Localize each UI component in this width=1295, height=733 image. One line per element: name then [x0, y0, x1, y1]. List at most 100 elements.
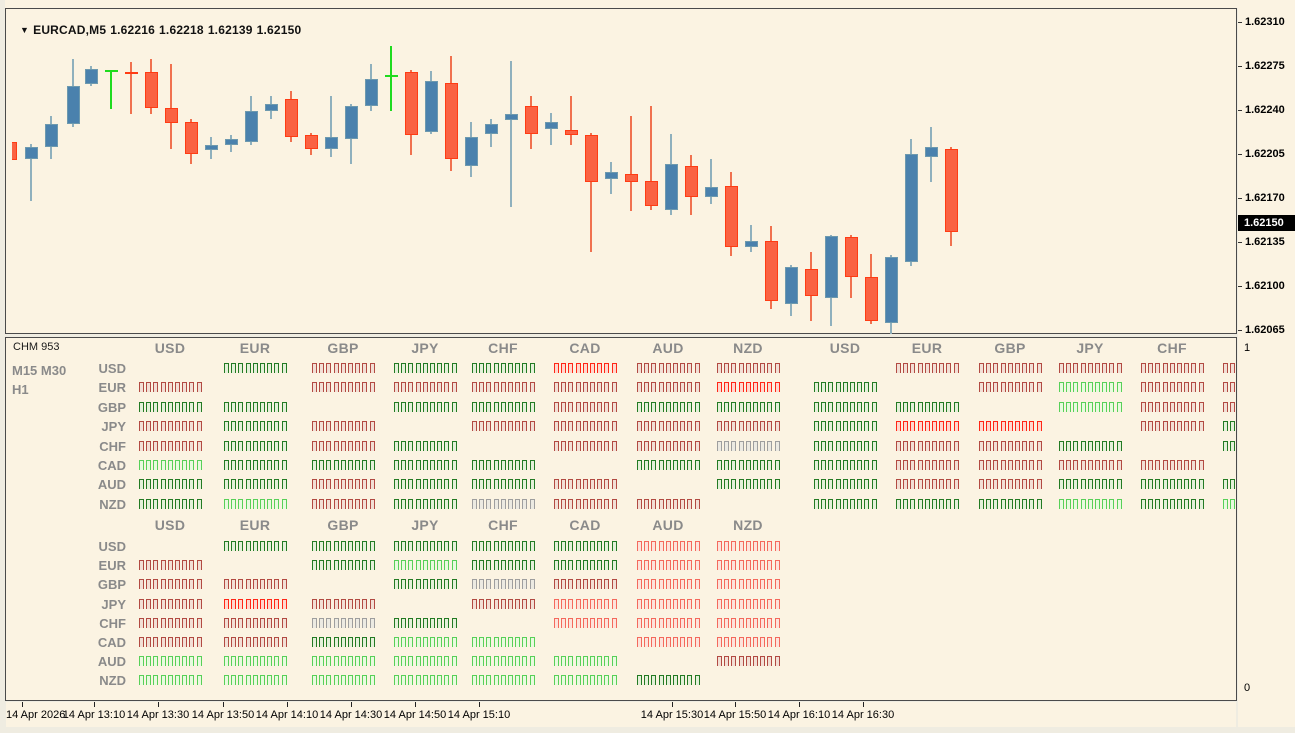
matrix-cell	[554, 363, 617, 373]
strength-block	[231, 421, 237, 432]
strength-block	[896, 363, 901, 373]
strength-block	[842, 498, 848, 509]
strength-block	[1198, 479, 1204, 490]
strength-block	[238, 460, 244, 470]
strength-block	[828, 382, 834, 393]
strength-block	[515, 401, 521, 412]
candle-body	[405, 72, 418, 136]
strength-block	[1169, 460, 1175, 470]
candle-body	[465, 136, 478, 166]
strength-block	[745, 440, 751, 451]
strength-block	[644, 541, 650, 551]
strength-block	[849, 440, 855, 451]
strength-block	[472, 421, 477, 432]
strength-block	[182, 460, 188, 470]
strength-block	[486, 460, 492, 470]
strength-block	[451, 617, 457, 628]
strength-block	[931, 460, 937, 470]
strength-block	[924, 479, 930, 490]
strength-block	[422, 382, 428, 393]
strength-block	[767, 421, 773, 432]
strength-block	[1022, 479, 1028, 490]
candle-body	[305, 135, 318, 150]
candle-body	[545, 121, 558, 130]
matrix-cell	[394, 479, 457, 490]
time-axis[interactable]: 14 Apr 2026 14 Apr 13:10 14 Apr 13:30 14 Ap…	[6, 702, 1236, 727]
strength-block	[238, 363, 244, 373]
strength-block	[167, 401, 173, 412]
strength-block	[637, 440, 642, 451]
strength-block	[821, 401, 827, 412]
strength-block	[394, 617, 399, 628]
strength-block	[1022, 440, 1028, 451]
matrix-cell	[637, 637, 700, 647]
strength-block	[939, 460, 945, 470]
time-tick-label: 14 Apr 16:10	[767, 709, 831, 721]
strength-block	[1141, 421, 1146, 432]
strength-block	[224, 617, 229, 628]
strength-block	[568, 440, 574, 451]
strength-block	[644, 598, 650, 609]
strength-block	[611, 382, 617, 393]
strength-block	[167, 421, 173, 432]
strength-block	[979, 421, 984, 432]
strength-block	[401, 460, 407, 470]
strength-block	[245, 656, 251, 667]
strength-block	[857, 460, 863, 470]
strength-block	[637, 363, 642, 373]
strength-block	[774, 560, 780, 571]
strength-block	[842, 440, 848, 451]
strength-block	[252, 617, 258, 628]
strength-block	[1014, 498, 1020, 509]
heatmap-indicator-panel[interactable]: CHM 953	[5, 337, 1237, 701]
strength-block	[347, 382, 353, 393]
matrix-cell	[1141, 479, 1204, 490]
strength-block	[1184, 460, 1190, 470]
strength-block	[174, 421, 180, 432]
strength-block	[319, 675, 325, 686]
strength-block	[604, 617, 610, 628]
strength-block	[500, 382, 506, 393]
strength-block	[1000, 479, 1006, 490]
strength-block	[182, 440, 188, 451]
strength-block	[437, 579, 443, 590]
strength-block	[1155, 498, 1161, 509]
price-tick-label: 1.62275	[1245, 60, 1285, 72]
strength-block	[694, 541, 700, 551]
strength-block	[444, 637, 450, 647]
strength-block	[153, 460, 159, 470]
strength-block	[637, 382, 642, 393]
price-chart-panel[interactable]: ▼ EURCAD,M5 1.62216 1.62218 1.62139 1.62150	[5, 8, 1237, 334]
heatmap-matrix-layer: M15 M30 H1 USD EUR GBP JPY CHF CAD AUD NZD USD EUR G…	[6, 338, 1236, 700]
strength-block	[917, 421, 923, 432]
price-axis[interactable]: 1.62150 1 0 1.62310 1.62275 1.62240 1.62205…	[1238, 0, 1295, 727]
strength-block	[529, 560, 535, 571]
symbol-header[interactable]: ▼ EURCAD,M5 1.62216 1.62218 1.62139 1.62150	[20, 23, 305, 37]
strength-block	[946, 363, 952, 373]
strength-block	[340, 363, 346, 373]
symbol-dropdown-icon[interactable]: ▼	[20, 25, 30, 35]
ohlc-open: 1.62216	[110, 23, 156, 37]
matrix-cell	[224, 675, 287, 686]
candle-body	[325, 136, 338, 150]
strength-block	[312, 675, 317, 686]
strength-block	[362, 363, 368, 373]
strength-block	[717, 598, 722, 609]
strength-block	[507, 382, 513, 393]
strength-block	[738, 440, 744, 451]
strength-block	[146, 498, 152, 509]
candlestick-layer[interactable]: ▼ EURCAD,M5 1.62216 1.62218 1.62139 1.62150	[12, 18, 1242, 342]
strength-block	[561, 541, 567, 551]
strength-block	[146, 479, 152, 490]
strength-block	[554, 382, 559, 393]
strength-block	[1198, 421, 1204, 432]
strength-block	[415, 440, 421, 451]
strength-block	[274, 656, 280, 667]
strength-block	[1162, 363, 1168, 373]
strength-block	[717, 401, 722, 412]
strength-block	[821, 421, 827, 432]
strength-block	[1073, 382, 1079, 393]
strength-block	[231, 617, 237, 628]
strength-block	[493, 498, 499, 509]
strength-block	[340, 560, 346, 571]
